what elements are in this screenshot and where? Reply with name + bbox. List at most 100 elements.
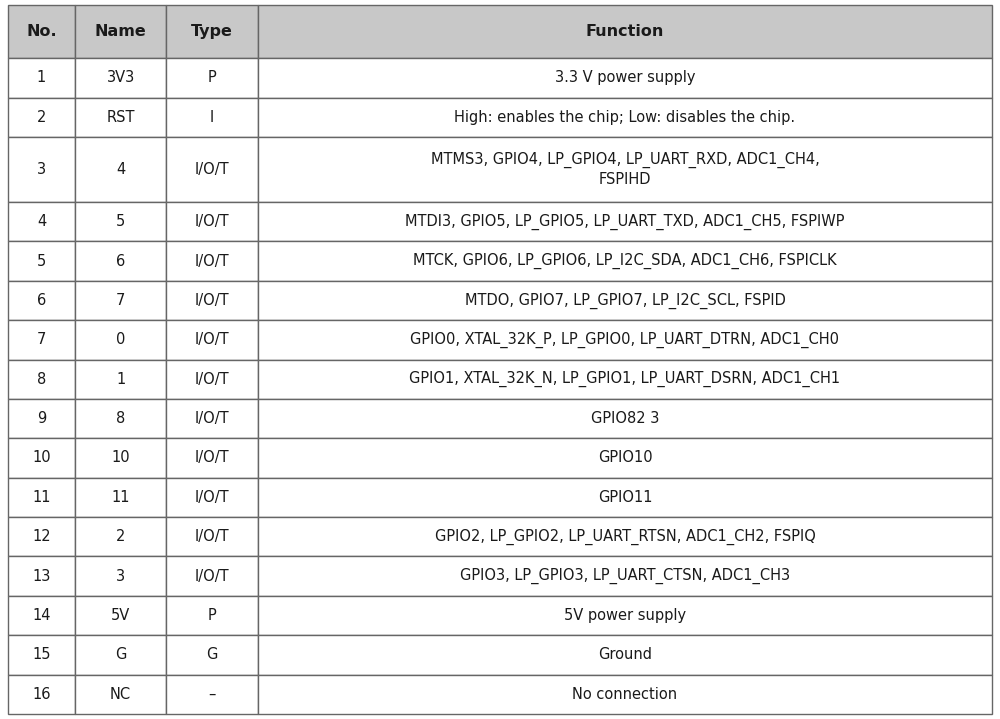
Bar bbox=[258, 399, 992, 439]
Bar bbox=[166, 98, 258, 137]
Bar bbox=[75, 477, 166, 517]
Text: 8: 8 bbox=[37, 372, 46, 387]
Text: MTDI3, GPIO5, LP_GPIO5, LP_UART_TXD, ADC1_CH5, FSPIWP: MTDI3, GPIO5, LP_GPIO5, LP_UART_TXD, ADC… bbox=[405, 214, 845, 230]
Bar bbox=[8, 596, 75, 635]
Bar bbox=[8, 202, 75, 242]
Text: 8: 8 bbox=[116, 411, 125, 426]
Text: 1: 1 bbox=[116, 372, 125, 387]
Bar bbox=[75, 202, 166, 242]
Text: G: G bbox=[115, 647, 126, 662]
Bar bbox=[8, 399, 75, 439]
Bar bbox=[166, 439, 258, 477]
Bar bbox=[8, 242, 75, 280]
Bar bbox=[166, 320, 258, 360]
Text: GPIO10: GPIO10 bbox=[598, 451, 652, 465]
Bar bbox=[8, 596, 75, 635]
Bar bbox=[75, 137, 166, 202]
Text: Type: Type bbox=[191, 24, 233, 39]
Text: 2: 2 bbox=[37, 110, 46, 125]
Bar bbox=[258, 280, 992, 320]
Text: –: – bbox=[208, 687, 216, 702]
Text: Name: Name bbox=[95, 24, 147, 39]
Text: 10: 10 bbox=[111, 451, 130, 465]
Bar bbox=[258, 360, 992, 399]
Bar bbox=[8, 399, 75, 439]
Text: NC: NC bbox=[110, 687, 131, 702]
Text: RST: RST bbox=[106, 110, 135, 125]
Bar bbox=[258, 360, 992, 399]
Bar bbox=[75, 280, 166, 320]
Bar bbox=[8, 242, 75, 280]
Bar bbox=[8, 202, 75, 242]
Bar bbox=[75, 399, 166, 439]
Text: High: enables the chip; Low: disables the chip.: High: enables the chip; Low: disables th… bbox=[454, 110, 796, 125]
Bar bbox=[75, 596, 166, 635]
Text: 15: 15 bbox=[32, 647, 51, 662]
Text: 7: 7 bbox=[37, 332, 46, 347]
Bar bbox=[8, 5, 75, 58]
Text: I/O/T: I/O/T bbox=[195, 293, 229, 308]
Bar bbox=[75, 596, 166, 635]
Bar bbox=[8, 674, 75, 714]
Bar bbox=[75, 242, 166, 280]
Bar bbox=[258, 98, 992, 137]
Bar bbox=[75, 674, 166, 714]
Bar bbox=[75, 320, 166, 360]
Bar bbox=[258, 477, 992, 517]
Text: Function: Function bbox=[586, 24, 664, 39]
Text: I/O/T: I/O/T bbox=[195, 372, 229, 387]
Bar bbox=[258, 58, 992, 98]
Bar bbox=[75, 674, 166, 714]
Bar bbox=[258, 399, 992, 439]
Bar bbox=[8, 360, 75, 399]
Text: I/O/T: I/O/T bbox=[195, 214, 229, 229]
Text: 16: 16 bbox=[32, 687, 51, 702]
Bar bbox=[166, 98, 258, 137]
Text: GPIO11: GPIO11 bbox=[598, 490, 652, 505]
Bar bbox=[258, 242, 992, 280]
Bar bbox=[75, 5, 166, 58]
Text: I/O/T: I/O/T bbox=[195, 332, 229, 347]
Bar bbox=[8, 58, 75, 98]
Bar bbox=[258, 674, 992, 714]
Bar bbox=[166, 596, 258, 635]
Text: 1: 1 bbox=[37, 70, 46, 86]
Bar bbox=[166, 58, 258, 98]
Text: MTDO, GPIO7, LP_GPIO7, LP_I2C_SCL, FSPID: MTDO, GPIO7, LP_GPIO7, LP_I2C_SCL, FSPID bbox=[465, 293, 785, 308]
Text: MTMS3, GPIO4, LP_GPIO4, LP_UART_RXD, ADC1_CH4,
FSPIHD: MTMS3, GPIO4, LP_GPIO4, LP_UART_RXD, ADC… bbox=[431, 152, 819, 187]
Bar bbox=[8, 439, 75, 477]
Bar bbox=[166, 58, 258, 98]
Bar bbox=[258, 517, 992, 557]
Bar bbox=[8, 5, 75, 58]
Bar bbox=[166, 477, 258, 517]
Bar bbox=[258, 477, 992, 517]
Bar bbox=[8, 477, 75, 517]
Bar bbox=[8, 98, 75, 137]
Bar bbox=[75, 517, 166, 557]
Bar bbox=[166, 596, 258, 635]
Bar bbox=[8, 557, 75, 596]
Bar bbox=[8, 98, 75, 137]
Bar bbox=[75, 439, 166, 477]
Bar bbox=[258, 320, 992, 360]
Bar bbox=[166, 674, 258, 714]
Bar bbox=[75, 477, 166, 517]
Bar bbox=[258, 202, 992, 242]
Bar bbox=[8, 635, 75, 674]
Bar bbox=[258, 439, 992, 477]
Bar bbox=[258, 596, 992, 635]
Text: 6: 6 bbox=[116, 254, 125, 268]
Bar bbox=[75, 557, 166, 596]
Bar bbox=[8, 557, 75, 596]
Bar bbox=[75, 320, 166, 360]
Bar bbox=[8, 58, 75, 98]
Bar bbox=[75, 202, 166, 242]
Text: 5V power supply: 5V power supply bbox=[564, 608, 686, 623]
Text: 10: 10 bbox=[32, 451, 51, 465]
Bar bbox=[258, 635, 992, 674]
Bar bbox=[258, 5, 992, 58]
Bar bbox=[75, 439, 166, 477]
Bar bbox=[8, 517, 75, 557]
Bar bbox=[166, 517, 258, 557]
Bar bbox=[75, 557, 166, 596]
